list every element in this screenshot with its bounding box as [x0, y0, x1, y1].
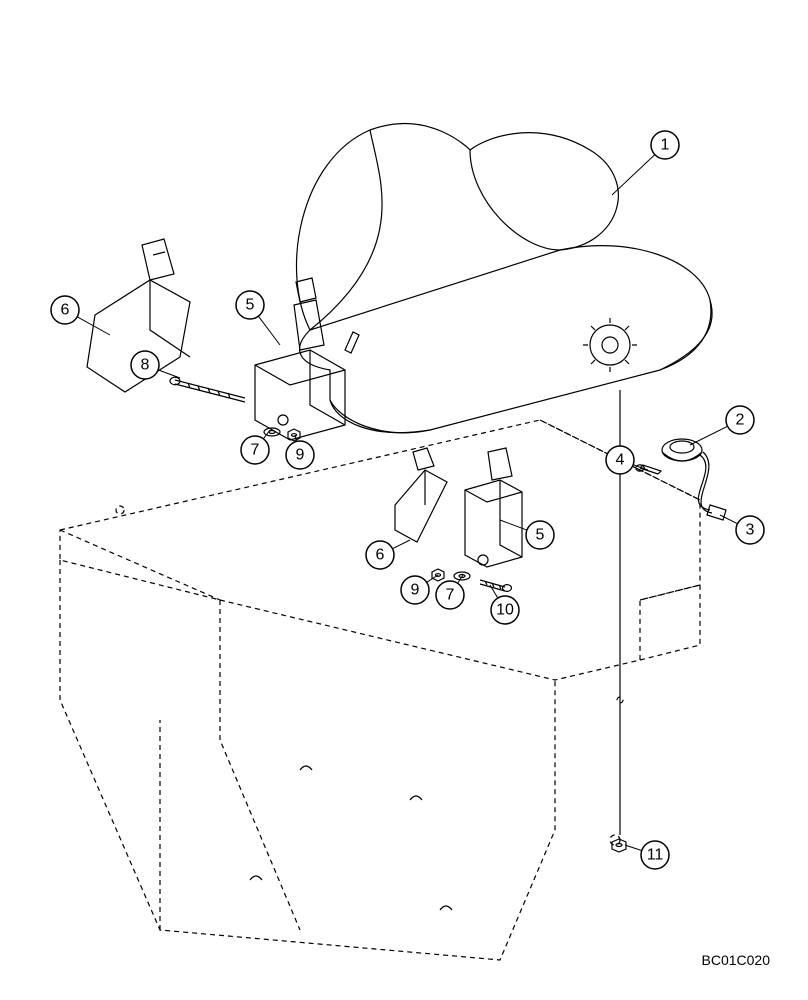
callout-2: 2	[690, 406, 754, 445]
callout-label: 9	[296, 447, 305, 464]
seat-assembly	[297, 124, 713, 433]
callout-label: 10	[496, 602, 514, 619]
belt-buckle-cover-right	[395, 448, 447, 542]
callout-label: 5	[536, 527, 545, 544]
callout-3: 3	[720, 515, 764, 544]
callout-1: 1	[612, 131, 679, 195]
callout-9: 9	[401, 575, 438, 604]
seat-switch-assembly	[636, 439, 726, 520]
nut-panel	[612, 839, 626, 852]
callout-label: 6	[61, 302, 70, 319]
bolt-long-left	[170, 377, 245, 402]
callout-label: 7	[446, 587, 455, 604]
callout-11: 11	[625, 841, 669, 869]
harness-connector	[698, 452, 726, 520]
callouts: 1 2 3 4 5 5 6 6 7 7 8 9 9 10 11	[51, 131, 764, 869]
bolt-short-right	[480, 580, 511, 591]
belt-retractor-right	[465, 448, 522, 567]
callout-label: 1	[661, 137, 670, 154]
belt-retractor-left	[255, 278, 345, 440]
callout-8: 8	[131, 351, 180, 379]
retractor-right-group	[395, 448, 522, 591]
callout-5: 5	[236, 291, 280, 345]
callout-4: 4	[606, 446, 648, 474]
callout-5: 5	[500, 520, 554, 549]
callout-label: 11	[647, 847, 664, 864]
callout-6: 6	[366, 540, 410, 569]
callout-label: 2	[736, 412, 745, 429]
callout-6: 6	[51, 296, 110, 335]
mounting-panel-outline	[60, 420, 700, 960]
callout-label: 5	[246, 297, 255, 314]
callout-label: 7	[251, 442, 260, 459]
callout-label: 8	[141, 357, 150, 374]
retractor-left-group	[87, 239, 345, 441]
callout-7: 7	[241, 430, 270, 464]
parts-diagram: 1 2 3 4 5 5 6 6 7 7 8 9 9 10 11 BC01C020	[0, 0, 808, 1000]
callout-label: 6	[376, 547, 385, 564]
callout-label: 9	[411, 582, 420, 599]
callout-label: 4	[616, 452, 625, 469]
recline-knob	[583, 318, 637, 372]
callout-label: 3	[746, 522, 755, 539]
document-id: BC01C020	[702, 952, 771, 968]
